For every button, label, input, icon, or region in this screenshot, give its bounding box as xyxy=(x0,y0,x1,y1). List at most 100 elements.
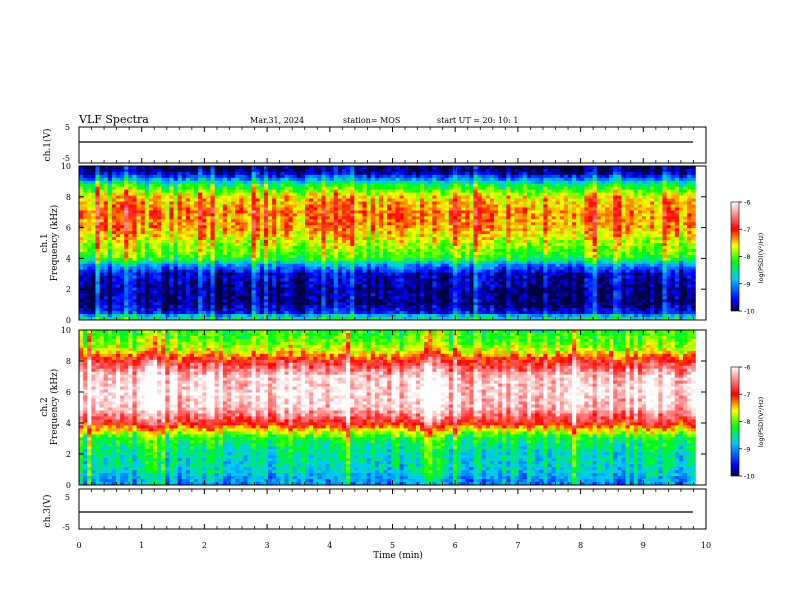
ch1-spectrogram-cell xyxy=(210,290,215,293)
ch1-spectrogram-cell xyxy=(219,202,224,205)
ch1-spectrogram-cell xyxy=(174,193,179,196)
ch1-spectrogram-cell xyxy=(202,196,207,199)
ch1-spectrogram-cell xyxy=(141,184,146,187)
ch1-spectrogram-cell xyxy=(194,207,199,210)
ch1-spectrogram-cell xyxy=(87,240,92,243)
ch1-spectrogram-cell xyxy=(223,267,228,270)
ch1-spectrogram-cell xyxy=(128,196,133,199)
ch1-spectrogram-cell xyxy=(260,302,265,305)
ch1-spectrogram-cell xyxy=(231,252,236,255)
ch1-spectrogram-cell xyxy=(243,237,248,240)
ch1-spectrogram-cell xyxy=(219,222,224,225)
ch1-spectrogram-cell xyxy=(128,302,133,305)
ch1-spectrogram-cell xyxy=(83,249,88,252)
ch1-spectrogram-cell xyxy=(132,190,137,193)
ch1-spectrogram-cell xyxy=(215,270,220,273)
ch1-spectrogram-cell xyxy=(182,234,187,237)
ch1-spectrogram-cell xyxy=(161,270,166,273)
ch1-spectrogram-cell xyxy=(83,219,88,222)
ch1-spectrogram-cell xyxy=(239,166,244,169)
ch1-spectrogram-cell xyxy=(268,273,273,276)
ch1-spectrogram-cell xyxy=(215,178,220,181)
ch1-spectrogram-cell xyxy=(87,264,92,267)
ch1-spectrogram-cell xyxy=(157,240,162,243)
ch1-spectrogram-cell xyxy=(243,252,248,255)
ch1-spectrogram-cell xyxy=(202,246,207,249)
ch1-spectrogram-cell xyxy=(202,216,207,219)
ch1-spectrogram-cell xyxy=(206,293,211,296)
ch1-spectrogram-cell xyxy=(108,258,113,261)
ch1-spectrogram-cell xyxy=(95,202,100,205)
ch1-spectrogram-cell xyxy=(104,193,109,196)
ch1-spectrogram-cell xyxy=(210,210,215,213)
ch1-spectrogram-cell xyxy=(190,216,195,219)
ch1-spectrogram-cell xyxy=(165,202,170,205)
ch1-spectrogram-cell xyxy=(256,258,261,261)
ch1-spectrogram-cell xyxy=(276,213,281,216)
ch1-spectrogram-cell xyxy=(223,216,228,219)
ch1-spectrogram-cell xyxy=(256,216,261,219)
ch1-spectrogram-cell xyxy=(95,308,100,311)
ch1-spectrogram-cell xyxy=(165,210,170,213)
ch1-spectrogram-cell xyxy=(247,181,252,184)
ch1-spectrogram-cell xyxy=(91,216,96,219)
ch1-spectrogram-cell xyxy=(231,196,236,199)
ch1-spectrogram-cell xyxy=(137,175,142,178)
ch1-spectrogram-cell xyxy=(186,178,191,181)
ch1-spectrogram-cell xyxy=(112,222,117,225)
ch1-spectrogram-cell xyxy=(124,193,129,196)
ch1-spectrogram-cell xyxy=(91,219,96,222)
ch1-spectrogram-cell xyxy=(247,234,252,237)
ch1-spectrogram-cell xyxy=(202,284,207,287)
ch1-spectrogram-cell xyxy=(268,187,273,190)
ch1-spectrogram-cell xyxy=(91,169,96,172)
ch1-spectrogram-cell xyxy=(95,249,100,252)
ch1-spectrogram-cell xyxy=(186,216,191,219)
ch1-spectrogram-cell xyxy=(247,196,252,199)
ch1-spectrogram-cell xyxy=(104,228,109,231)
ch1-spectrogram-cell xyxy=(276,228,281,231)
ch1-spectrogram-cell xyxy=(194,293,199,296)
ch1-spectrogram-cell xyxy=(215,228,220,231)
ch1-spectrogram-cell xyxy=(260,287,265,290)
ch1-spectrogram-cell xyxy=(141,282,146,285)
ch1-spectrogram-cell xyxy=(83,293,88,296)
ch1-spectrogram-cell xyxy=(145,207,150,210)
ch1-spectrogram-cell xyxy=(83,178,88,181)
ch1-spectrogram-cell xyxy=(260,255,265,258)
ch1-spectrogram-cell xyxy=(223,293,228,296)
ch1-spectrogram-cell xyxy=(280,202,285,205)
ch1-spectrogram-cell xyxy=(215,237,220,240)
ch1-spectrogram-cell xyxy=(198,258,203,261)
ch1-spectrogram-cell xyxy=(260,240,265,243)
ch1-spectrogram-cell xyxy=(239,240,244,243)
ch1-spectrogram-cell xyxy=(124,237,129,240)
ch1-spectrogram-cell xyxy=(219,243,224,246)
ch1-spectrogram-cell xyxy=(198,293,203,296)
ch1-spectrogram-cell xyxy=(174,243,179,246)
ch1-spectrogram-cell xyxy=(91,273,96,276)
ch1-spectrogram-cell xyxy=(178,231,183,234)
ch1-spectrogram-cell xyxy=(116,308,121,311)
ch1-spectrogram-cell xyxy=(124,293,129,296)
ch1-spectrogram-cell xyxy=(100,246,105,249)
ch1-spectrogram-cell xyxy=(219,169,224,172)
ch1-spectrogram-cell xyxy=(153,293,158,296)
ch1-spectrogram-cell xyxy=(104,276,109,279)
ch1-spectrogram-cell xyxy=(137,210,142,213)
ch1-spectrogram-cell xyxy=(219,187,224,190)
ch1-spectrogram-cell xyxy=(198,225,203,228)
ch1-spectrogram-cell xyxy=(264,207,269,210)
ch1-spectrogram-cell xyxy=(161,196,166,199)
ch1-spectrogram-cell xyxy=(190,207,195,210)
ch1-spectrogram-cell xyxy=(104,267,109,270)
ch1-spectrogram-cell xyxy=(190,258,195,261)
ch1-spectrogram-cell xyxy=(223,213,228,216)
ch1-spectrogram-cell xyxy=(190,240,195,243)
ch1-spectrogram-cell xyxy=(178,302,183,305)
ch1-spectrogram-cell xyxy=(223,231,228,234)
ch1-spectrogram-cell xyxy=(264,296,269,299)
ch1-spectrogram-cell xyxy=(128,311,133,314)
ch1-spectrogram-cell xyxy=(252,299,257,302)
ch1-spectrogram-cell xyxy=(100,193,105,196)
